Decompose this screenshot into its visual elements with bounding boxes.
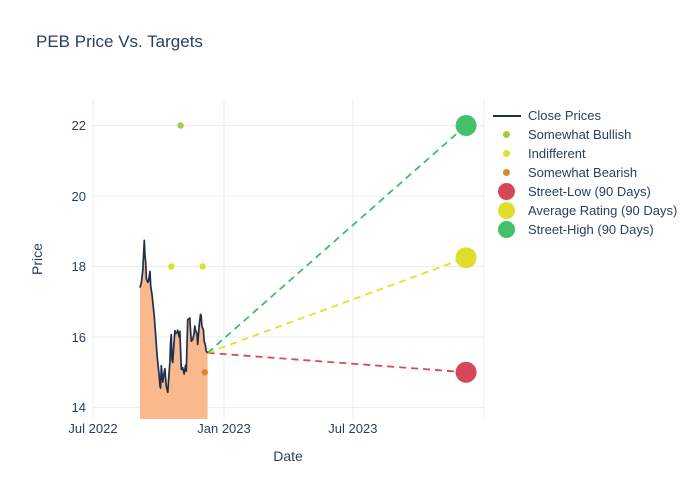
legend-line-icon: [490, 114, 523, 117]
legend-label: Street-High (90 Days): [528, 222, 654, 237]
legend-item-average-rating-days-[interactable]: Average Rating (90 Days): [490, 201, 677, 220]
bubble-swatch: [498, 183, 515, 200]
rating-dot-indifferent[interactable]: [199, 263, 206, 270]
x-tick-label: Jan 2023: [197, 421, 251, 436]
legend-item-somewhat-bullish[interactable]: Somewhat Bullish: [490, 125, 677, 144]
legend-marker-icon: [490, 183, 523, 200]
target-trend-line: [207, 351, 467, 374]
line-swatch: [492, 114, 521, 117]
legend-item-close-prices[interactable]: Close Prices: [490, 106, 677, 125]
bubble-swatch: [498, 202, 515, 219]
legend-label: Somewhat Bullish: [528, 127, 632, 142]
rating-dot-somewhat-bearish[interactable]: [201, 369, 208, 376]
bubble-swatch: [498, 221, 515, 238]
rating-dot-somewhat-bullish[interactable]: [177, 122, 184, 129]
legend-label: Close Prices: [528, 108, 601, 123]
legend: Close Prices Somewhat Bullish Indifferent S…: [490, 106, 677, 239]
y-tick-label: 14: [71, 400, 86, 415]
legend-item-street-low-days-[interactable]: Street-Low (90 Days): [490, 182, 677, 201]
legend-label: Street-Low (90 Days): [528, 184, 651, 199]
legend-label: Average Rating (90 Days): [528, 203, 678, 218]
close-prices-area: [140, 240, 208, 419]
y-tick-label: 20: [71, 188, 86, 204]
target-marker-street-high-days-[interactable]: [455, 115, 477, 136]
legend-marker-icon: [490, 221, 523, 238]
legend-marker-icon: [490, 169, 523, 176]
y-tick-label: 22: [71, 118, 86, 133]
legend-label: Somewhat Bearish: [528, 165, 638, 180]
y-tick-label: 16: [71, 329, 86, 345]
dot-swatch: [503, 169, 510, 176]
target-trend-line: [207, 256, 467, 354]
dot-swatch: [503, 150, 510, 157]
target-marker-street-low-days-[interactable]: [455, 361, 477, 383]
x-tick-label: Jul 2022: [68, 421, 118, 436]
legend-item-street-high-days-[interactable]: Street-High (90 Days): [490, 220, 677, 239]
legend-item-indifferent[interactable]: Indifferent: [490, 144, 677, 163]
y-tick-label: 18: [71, 259, 86, 274]
target-trend-line: [207, 124, 467, 354]
close-prices-line: [139, 239, 209, 394]
legend-label: Indifferent: [528, 146, 586, 161]
target-marker-average-rating-days-[interactable]: [455, 247, 477, 269]
dot-swatch: [503, 131, 510, 138]
chart-title: PEB Price Vs. Targets: [36, 32, 203, 51]
x-axis-title: Date: [273, 448, 303, 464]
legend-marker-icon: [490, 202, 523, 219]
legend-item-somewhat-bearish[interactable]: Somewhat Bearish: [490, 163, 677, 182]
legend-marker-icon: [490, 150, 523, 157]
legend-marker-icon: [490, 131, 523, 138]
x-tick-label: Jul 2023: [328, 421, 378, 436]
rating-dot-indifferent[interactable]: [168, 263, 175, 270]
